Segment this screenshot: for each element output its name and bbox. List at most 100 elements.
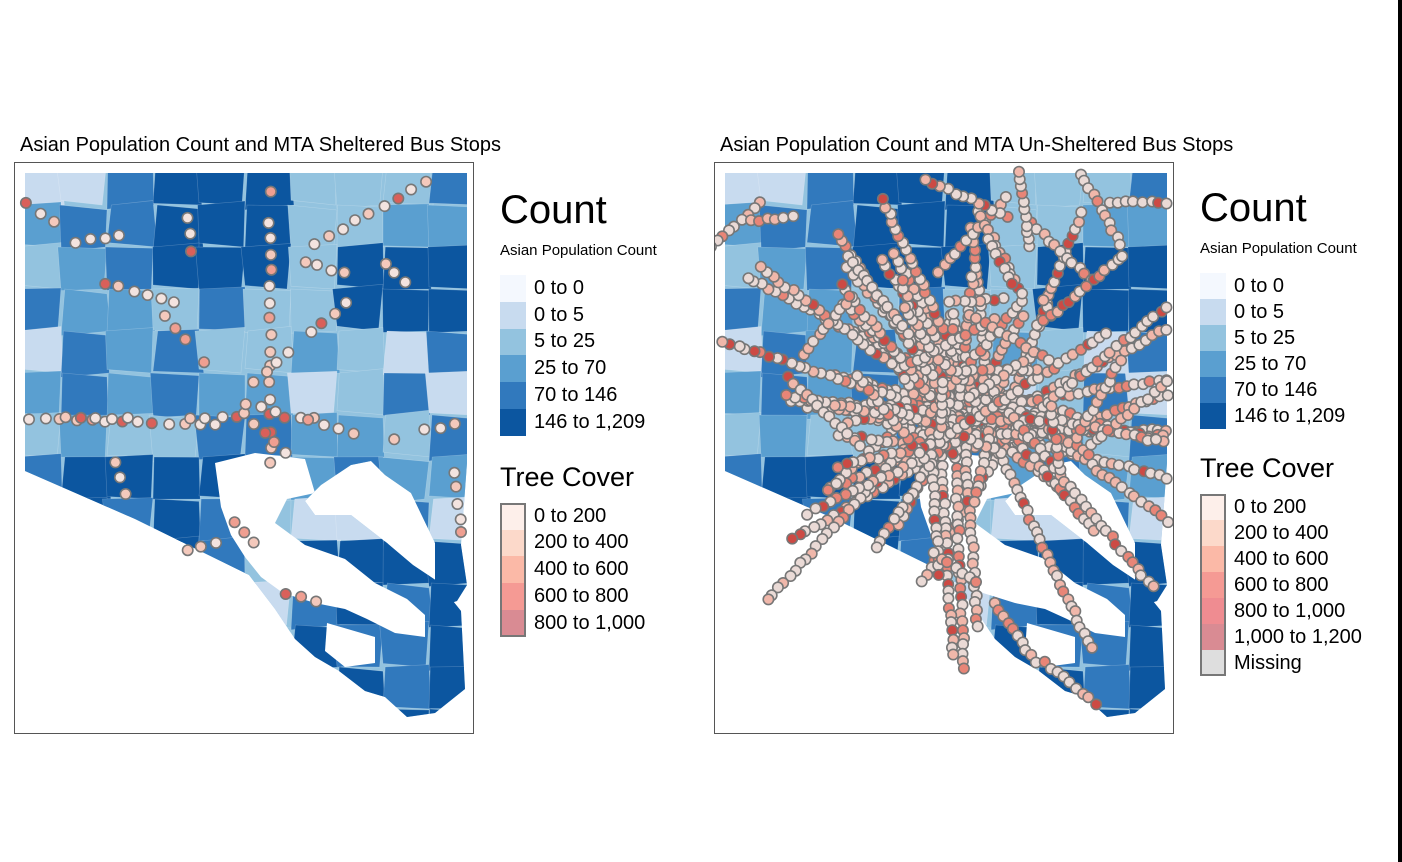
- legend-label: 0 to 0: [534, 276, 585, 299]
- census-tract: [333, 173, 384, 209]
- bus-stop-marker: [34, 207, 47, 220]
- census-tract: [428, 624, 467, 672]
- bus-stop-marker: [947, 648, 960, 661]
- census-tract: [336, 666, 386, 714]
- census-tract: [333, 456, 384, 500]
- census-tract: [1036, 706, 1088, 717]
- census-tract: [152, 582, 202, 627]
- count-legend-item: 70 to 146: [500, 382, 690, 409]
- legend-label: 200 to 400: [534, 531, 629, 554]
- bus-stop-marker: [19, 196, 32, 209]
- bus-stop-marker: [145, 417, 158, 430]
- census-tract: [725, 370, 762, 416]
- legend-label: 1,000 to 1,200: [1234, 625, 1362, 648]
- census-tract: [106, 173, 155, 210]
- bus-stop-marker: [1054, 386, 1067, 399]
- tree-legend-item: 200 to 400: [1200, 520, 1390, 546]
- census-tract: [105, 246, 154, 291]
- bus-stop-marker: [1099, 327, 1112, 340]
- census-tract: [760, 624, 808, 670]
- bus-stop-marker: [264, 232, 277, 245]
- bus-stop-marker: [1160, 375, 1173, 388]
- census-tract: [244, 708, 294, 717]
- census-tract: [334, 497, 384, 542]
- count-legend-heading: Count: [500, 188, 607, 232]
- bus-stop-marker: [896, 319, 909, 332]
- legend-swatch: [1200, 598, 1226, 624]
- bus-stop-marker: [1041, 470, 1054, 483]
- map-frame: [14, 162, 474, 734]
- bus-stop-marker: [1080, 280, 1093, 293]
- bus-stop-marker: [454, 525, 467, 538]
- bus-stop-marker: [836, 278, 849, 291]
- bus-stop-marker: [318, 418, 331, 431]
- bus-stop-marker: [119, 487, 132, 500]
- bus-stop-marker: [816, 532, 829, 545]
- bus-stop-marker: [896, 274, 909, 287]
- bus-stop-marker: [270, 356, 283, 369]
- bus-stop-marker: [106, 413, 119, 426]
- census-tract: [336, 242, 385, 290]
- census-tract: [197, 662, 246, 710]
- bus-stop-marker: [1103, 346, 1116, 359]
- unsheltered-bus-stops: [715, 165, 1173, 711]
- bus-stop-marker: [264, 346, 277, 359]
- bus-stop-marker: [941, 556, 954, 569]
- bus-stop-marker: [1116, 250, 1129, 263]
- census-tract: [1128, 666, 1167, 710]
- baltimore-choropleth-map[interactable]: [15, 163, 474, 734]
- legend-swatch: [500, 301, 526, 329]
- census-tract: [760, 708, 811, 717]
- bus-stop-marker: [842, 503, 855, 516]
- census-tract: [106, 200, 158, 248]
- bus-stop-marker: [282, 346, 295, 359]
- tree-legend-item: 0 to 200: [1200, 494, 1390, 520]
- bus-stop-marker: [112, 280, 125, 293]
- census-tract: [1033, 173, 1084, 209]
- bus-stop-marker: [48, 215, 61, 228]
- bus-stop-marker: [1065, 256, 1078, 269]
- census-tract: [380, 708, 430, 717]
- bus-stop-marker: [898, 301, 911, 314]
- bus-stop-marker: [184, 227, 197, 240]
- bus-stop-marker: [950, 188, 963, 201]
- bus-stop-marker: [263, 376, 276, 389]
- census-tract: [378, 456, 430, 505]
- bus-stop-marker: [957, 662, 970, 675]
- bus-stop-marker: [936, 376, 949, 389]
- bus-stop-marker: [310, 258, 323, 271]
- bus-stop-marker: [158, 309, 171, 322]
- census-tract: [106, 708, 155, 717]
- count-legend-item: 0 to 0: [500, 275, 690, 302]
- census-tract: [336, 368, 386, 416]
- bus-stop-marker: [264, 185, 277, 198]
- census-tract: [755, 173, 808, 206]
- legend-swatch: [500, 583, 526, 610]
- bus-stop-marker: [59, 411, 72, 424]
- bus-stop-marker: [181, 211, 194, 224]
- count-legend-heading: Count: [1200, 186, 1307, 230]
- bus-stop-marker: [915, 575, 928, 588]
- baltimore-choropleth-map[interactable]: [715, 163, 1174, 734]
- census-tract: [336, 414, 385, 461]
- bus-stop-marker: [1160, 323, 1173, 336]
- tree-cover-legend-heading: Tree Cover: [1200, 453, 1335, 483]
- census-tract: [152, 706, 200, 717]
- bus-stop-marker: [733, 340, 746, 353]
- count-legend-subtitle: Asian Population Count: [1200, 240, 1357, 257]
- census-tract: [428, 708, 467, 717]
- census-tract: [102, 497, 154, 542]
- census-tract: [105, 327, 154, 374]
- bus-stop-marker: [179, 333, 192, 346]
- bus-stop-marker: [299, 256, 312, 269]
- bus-stop-marker: [198, 412, 211, 425]
- legend-swatch: [500, 328, 526, 356]
- map-frame: [714, 162, 1174, 734]
- bus-stop-marker: [851, 369, 864, 382]
- bus-stop-marker: [263, 311, 276, 324]
- bus-stop-marker: [332, 422, 345, 435]
- bus-stop-marker: [932, 535, 945, 548]
- bus-stop-marker: [809, 502, 822, 515]
- harbor-inlet: [1025, 623, 1075, 667]
- census-tract: [197, 200, 246, 248]
